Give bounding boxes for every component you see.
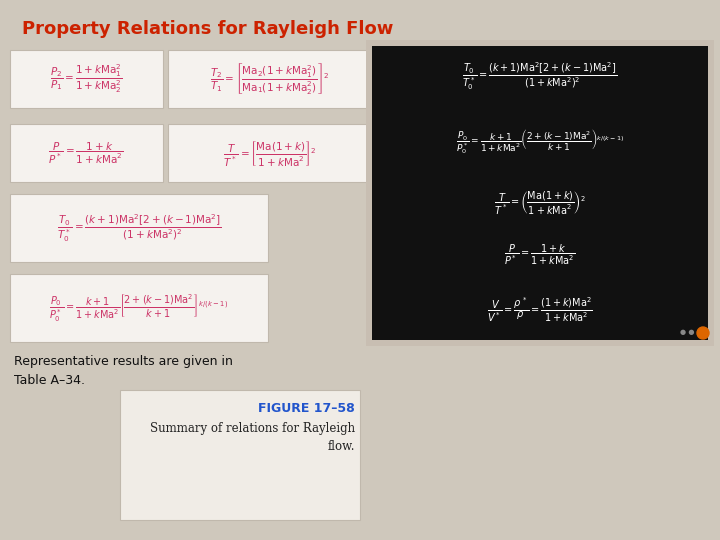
Text: Summary of relations for Rayleigh
flow.: Summary of relations for Rayleigh flow. — [150, 422, 355, 453]
Text: ● ●: ● ● — [680, 329, 695, 335]
Text: $\dfrac{P_0}{P_0^*} = \dfrac{k+1}{1 + k\mathrm{Ma}^2}\left[\dfrac{2 + (k-1)\math: $\dfrac{P_0}{P_0^*} = \dfrac{k+1}{1 + k\… — [50, 292, 228, 324]
Bar — [10, 124, 163, 182]
Bar — [168, 124, 373, 182]
Text: $\dfrac{P_2}{P_1} = \dfrac{1 + k\mathrm{Ma}_1^2}{1 + k\mathrm{Ma}_2^2}$: $\dfrac{P_2}{P_1} = \dfrac{1 + k\mathrm{… — [50, 63, 122, 96]
Bar — [120, 390, 360, 520]
Text: $\dfrac{T_2}{T_1} = \left[\dfrac{\mathrm{Ma}_2(1 + k\mathrm{Ma}_1^2)}{\mathrm{Ma: $\dfrac{T_2}{T_1} = \left[\dfrac{\mathrm… — [210, 62, 330, 97]
Text: FIGURE 17–58: FIGURE 17–58 — [258, 402, 355, 415]
Bar — [168, 50, 373, 108]
Text: $\dfrac{V}{V^*} = \dfrac{\rho^*}{\rho} = \dfrac{(1 + k)\mathrm{Ma}^2}{1 + k\math: $\dfrac{V}{V^*} = \dfrac{\rho^*}{\rho} =… — [502, 139, 614, 167]
Text: $\dfrac{T_0}{T_0^*} = \dfrac{(k+1)\mathrm{Ma}^2[2 + (k-1)\mathrm{Ma}^2]}{(1 + k\: $\dfrac{T_0}{T_0^*} = \dfrac{(k+1)\mathr… — [57, 212, 222, 244]
Bar — [10, 274, 268, 342]
Text: $\dfrac{T_0}{T_0^*} = \dfrac{(k+1)\mathrm{Ma}^2[2+(k-1)\mathrm{Ma}^2]}{(1+k\math: $\dfrac{T_0}{T_0^*} = \dfrac{(k+1)\mathr… — [462, 60, 618, 92]
Text: Representative results are given in
Table A–34.: Representative results are given in Tabl… — [14, 355, 233, 387]
Text: $\dfrac{T}{T^*} = \left[\dfrac{\mathrm{Ma}(1 + k)}{1 + k\mathrm{Ma}^2}\right]^2$: $\dfrac{T}{T^*} = \left[\dfrac{\mathrm{M… — [223, 138, 317, 167]
Text: $\dfrac{T}{T^*} = \left(\dfrac{\mathrm{Ma}(1+k)}{1+k\mathrm{Ma}^2}\right)^2$: $\dfrac{T}{T^*} = \left(\dfrac{\mathrm{M… — [494, 190, 586, 217]
Text: Property Relations for Rayleigh Flow: Property Relations for Rayleigh Flow — [22, 20, 393, 38]
Text: and: and — [384, 146, 408, 159]
Bar — [366, 40, 714, 346]
Bar — [378, 50, 708, 108]
Bar — [10, 194, 268, 262]
Bar — [408, 124, 708, 182]
Text: $\dfrac{\rho_2}{\rho_1} = \dfrac{V_1}{V_2} = \dfrac{\mathrm{Ma}_1^2(1 + k\mathrm: $\dfrac{\rho_2}{\rho_1} = \dfrac{V_1}{V_… — [479, 63, 607, 96]
Bar — [10, 50, 163, 108]
Text: $\dfrac{V}{V^*} = \dfrac{\rho^*}{\rho} = \dfrac{(1+k)\mathrm{Ma}^2}{1+k\mathrm{M: $\dfrac{V}{V^*} = \dfrac{\rho^*}{\rho} =… — [487, 296, 593, 325]
Text: $\dfrac{P_0}{P_0^*} = \dfrac{k+1}{1+k\mathrm{Ma}^2}\left(\dfrac{2+(k-1)\mathrm{M: $\dfrac{P_0}{P_0^*} = \dfrac{k+1}{1+k\ma… — [456, 127, 624, 157]
Circle shape — [697, 327, 709, 339]
Text: $\dfrac{P}{P^*} = \dfrac{1+k}{1+k\mathrm{Ma}^2}$: $\dfrac{P}{P^*} = \dfrac{1+k}{1+k\mathrm… — [505, 242, 575, 267]
Bar — [372, 46, 708, 340]
Text: $\dfrac{P}{P^*} = \dfrac{1 + k}{1 + k\mathrm{Ma}^2}$: $\dfrac{P}{P^*} = \dfrac{1 + k}{1 + k\ma… — [48, 140, 124, 166]
